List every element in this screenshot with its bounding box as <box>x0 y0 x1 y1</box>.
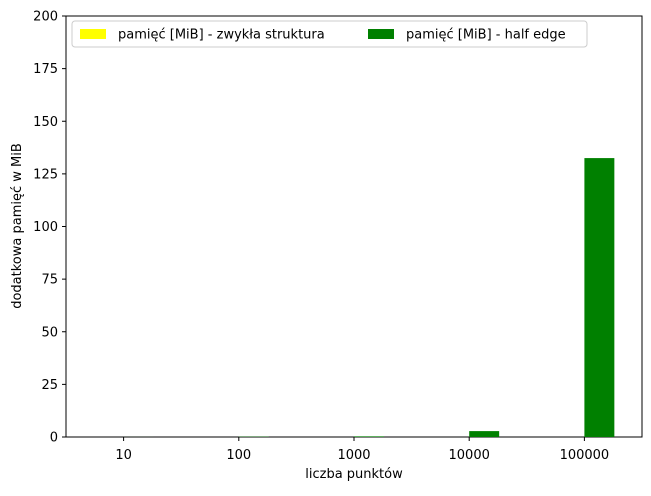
plot-frame <box>66 16 642 437</box>
y-tick-label: 50 <box>41 325 58 340</box>
bar-half-edge-100000 <box>584 158 614 437</box>
legend-swatch-half-edge <box>368 29 394 39</box>
y-axis-label: dodatkowa pamięć w MiB <box>10 143 25 309</box>
y-tick-label: 0 <box>50 431 58 446</box>
x-tick-label: 10000 <box>449 448 490 463</box>
legend-label-half-edge: pamięć [MiB] - half edge <box>406 28 566 43</box>
x-axis: 10 100 1000 10000 100000 <box>115 437 609 463</box>
x-tick-label: 1000 <box>337 448 370 463</box>
legend: pamięć [MiB] - zwykła struktura pamięć [M… <box>72 21 587 47</box>
bars-layer <box>124 158 615 437</box>
x-axis-label: liczba punktów <box>305 467 403 482</box>
bar-half-edge-10000 <box>469 431 499 437</box>
y-tick-label: 75 <box>41 273 58 288</box>
y-axis: 0 25 50 75 100 125 150 175 200 <box>33 10 66 446</box>
x-tick-label: 100 <box>226 448 251 463</box>
bar-half-edge-1000 <box>354 436 384 437</box>
y-tick-label: 150 <box>33 115 58 130</box>
y-tick-label: 200 <box>33 10 58 25</box>
y-tick-label: 175 <box>33 62 58 77</box>
y-tick-label: 100 <box>33 220 58 235</box>
legend-label-zwykla-struktura: pamięć [MiB] - zwykła struktura <box>118 28 325 43</box>
y-tick-label: 25 <box>41 378 58 393</box>
x-tick-label: 100000 <box>560 448 610 463</box>
y-tick-label: 125 <box>33 167 58 182</box>
x-tick-label: 10 <box>115 448 132 463</box>
legend-swatch-zwykla-struktura <box>80 29 106 39</box>
